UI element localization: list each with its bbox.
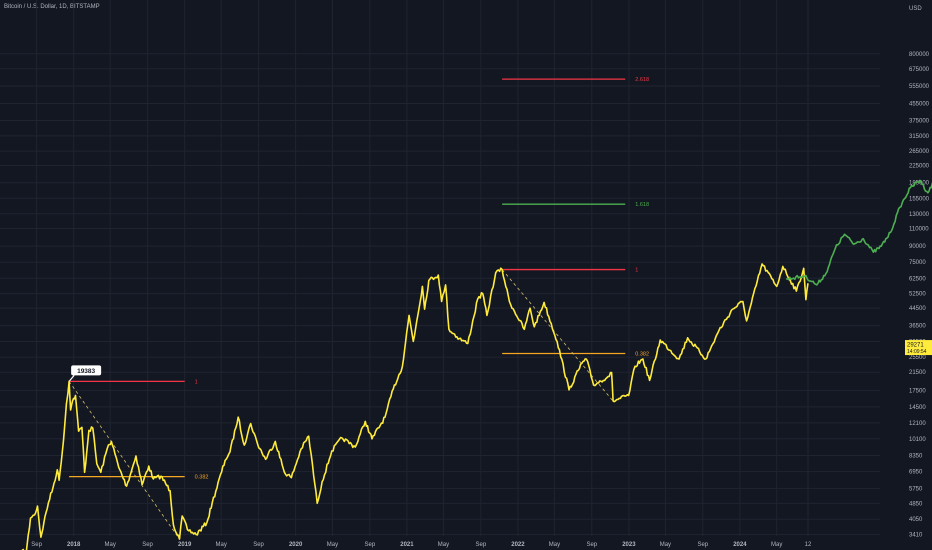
y-tick-label: 90000 <box>909 244 926 250</box>
fib-level-label: 2.618 <box>635 77 649 83</box>
x-tick-label: 2021 <box>400 542 414 548</box>
y-tick-label: 555000 <box>909 84 930 90</box>
y-tick-label: 185000 <box>909 181 930 187</box>
y-tick-label: 225000 <box>909 163 930 169</box>
fib-level-label: 0.382 <box>195 475 209 481</box>
y-tick-label: 10100 <box>909 437 926 443</box>
y-tick-label: 155000 <box>909 196 930 202</box>
y-tick-label: 315000 <box>909 134 930 140</box>
y-tick-label: 12100 <box>909 421 926 427</box>
x-tick-label: Sep <box>586 542 597 548</box>
peak-label-text: 19383 <box>77 368 95 375</box>
y-tick-label: 44500 <box>909 306 926 312</box>
y-tick-label: 21500 <box>909 370 926 376</box>
fib-level-label: 0.382 <box>635 351 649 357</box>
peak-labels: 193837420552768 <box>68 365 102 382</box>
x-tick-label: 2022 <box>511 542 525 548</box>
x-tick-label: 2023 <box>622 542 636 548</box>
trend-line <box>501 269 614 402</box>
x-tick-label: Sep <box>253 542 264 548</box>
projection-line <box>786 179 932 286</box>
y-tick-label: 130000 <box>909 212 930 218</box>
x-tick-label: Sep <box>697 542 708 548</box>
x-tick-label: 2024 <box>733 542 747 548</box>
grid-lines <box>0 0 880 536</box>
y-tick-label: 8350 <box>909 454 923 460</box>
last-price-countdown: 14:09:54 <box>907 349 927 355</box>
y-tick-label: 800000 <box>909 52 930 58</box>
peak-label-box <box>71 365 102 376</box>
fib-level-label: 1.618 <box>635 202 649 208</box>
y-tick-label: 14500 <box>909 405 926 411</box>
fib-level-label: 1 <box>635 268 638 274</box>
y-tick-label: 52500 <box>909 292 926 298</box>
x-tick-label: Sep <box>475 542 486 548</box>
y-tick-label: 6950 <box>909 470 923 476</box>
y-tick-label: 75000 <box>909 260 926 266</box>
y-tick-label: 675000 <box>909 67 930 73</box>
x-tick-label: May <box>660 542 671 548</box>
price-line <box>21 263 809 550</box>
y-tick-label: 375000 <box>909 119 930 125</box>
trend-lines <box>68 269 614 540</box>
x-tick-label: 2019 <box>178 542 192 548</box>
y-tick-label: 5750 <box>909 486 923 492</box>
trend-line <box>68 381 180 540</box>
x-tick-label: May <box>771 542 782 548</box>
y-tick-label: 36500 <box>909 324 926 330</box>
axis-currency-label: USD <box>909 6 922 12</box>
y-tick-label: 110000 <box>909 226 929 232</box>
x-tick-label: 2020 <box>289 542 303 548</box>
chart-title: Bitcoin / U.S. Dollar, 1D, BITSTAMP <box>4 4 100 10</box>
y-tick-label: 4850 <box>909 501 923 507</box>
peak-label-pointer <box>68 374 75 382</box>
time-axis: Sep 2018 May Sep 2019 May Sep 2020 May Sep 2021 May… <box>31 542 812 548</box>
y-tick-label: 265000 <box>909 149 930 155</box>
fib-levels: 1 0.382 2.618 1.618 1 0.382 <box>69 77 649 481</box>
y-tick-label: 62500 <box>909 276 926 282</box>
x-tick-label: May <box>438 542 449 548</box>
x-tick-label: May <box>327 542 338 548</box>
y-tick-label: 3410 <box>909 532 923 538</box>
x-tick-label: 2018 <box>67 542 81 548</box>
x-tick-label: May <box>105 542 116 548</box>
x-tick-label: May <box>215 542 226 548</box>
x-tick-label: Sep <box>31 542 42 548</box>
x-tick-label: Sep <box>365 542 376 548</box>
x-tick-label: Sep <box>142 542 153 548</box>
y-tick-label: 455000 <box>909 101 930 107</box>
last-price-value: 29271 <box>907 343 924 349</box>
fib-level-label: 1 <box>195 379 198 385</box>
y-tick-label: 25500 <box>909 355 926 361</box>
last-price-box <box>905 340 932 356</box>
x-tick-label: May <box>549 542 560 548</box>
y-tick-label: 4050 <box>909 517 923 523</box>
price-axis: USD 800000 675000 555000 455000 375000 315000 2… <box>909 6 930 538</box>
x-tick-label: 12 <box>805 542 812 548</box>
y-tick-label: 17500 <box>909 388 926 394</box>
